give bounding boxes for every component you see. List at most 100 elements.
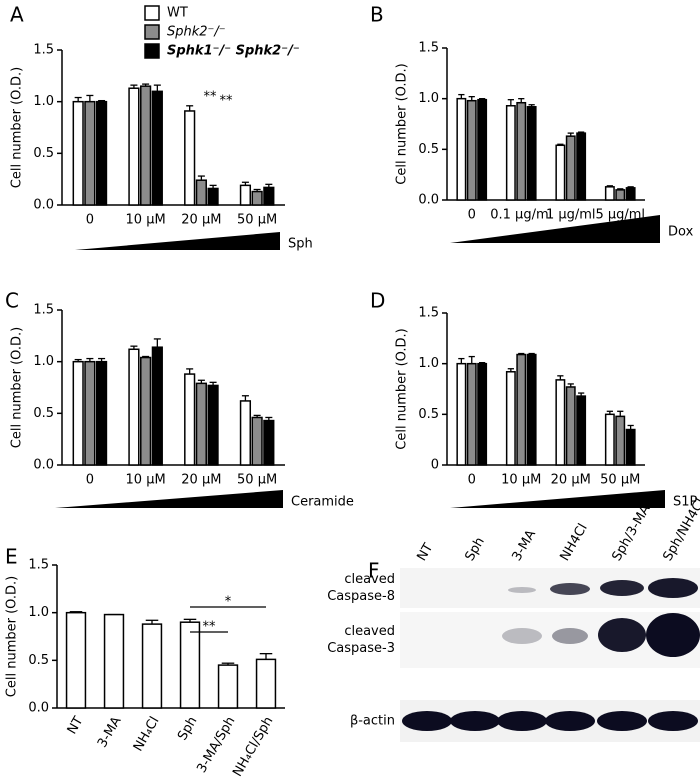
bar (555, 144, 566, 201)
bar (526, 353, 537, 466)
row-label: Caspase-8 (327, 589, 395, 604)
bar (555, 379, 566, 466)
y-axis-label: Cell number (O.D.) (395, 328, 410, 449)
x-tick-label: 50 μM (600, 473, 640, 488)
panel-label: A (10, 3, 24, 27)
y-tick-label: 1.0 (33, 354, 54, 369)
bar (466, 362, 477, 466)
bar (456, 97, 467, 201)
panel-label: E (5, 545, 18, 569)
lane-label: Sph (463, 535, 488, 564)
bar (184, 110, 196, 206)
y-tick-label: 0.5 (33, 406, 54, 421)
significance: ** (220, 94, 234, 109)
y-tick-label: 1.5 (418, 306, 439, 321)
y-axis-label: Cell number (O.D.) (5, 576, 20, 697)
y-tick-label: 0.0 (33, 198, 54, 213)
bar (505, 105, 516, 201)
lane-label: NH4Cl (558, 521, 591, 564)
x-tick-label: 0 (468, 208, 476, 223)
bar (263, 419, 275, 466)
bar (195, 382, 207, 466)
y-tick-label: 0.5 (418, 142, 439, 157)
dose-wedge (75, 232, 280, 250)
x-tick-label: 1 μg/ml (546, 208, 596, 223)
bar (184, 373, 196, 466)
bar (151, 346, 163, 466)
bar (565, 386, 576, 466)
row-label: β-actin (350, 714, 395, 729)
y-tick-label: 1.5 (418, 41, 439, 56)
x-tick-label: NT (65, 714, 87, 737)
bar (604, 413, 615, 466)
y-tick-label: 0 (431, 458, 439, 473)
lane-label: Sph/3-MA (610, 502, 654, 563)
y-axis-label: Cell number (O.D.) (10, 327, 25, 448)
y-axis-label: Cell number (O.D.) (395, 63, 410, 184)
legend-label: Sphk1⁻/⁻ Sphk2⁻/⁻ (167, 44, 300, 59)
bar (466, 99, 477, 201)
bar (239, 184, 252, 206)
bar (140, 356, 152, 466)
bar (625, 187, 636, 201)
bar (625, 428, 636, 466)
bar (128, 87, 140, 206)
y-tick-label: 0.0 (33, 458, 54, 473)
bar (207, 384, 219, 466)
legend-label: WT (167, 6, 188, 21)
significance: ** (203, 620, 217, 635)
x-tick-label: 20 μM (181, 213, 221, 228)
x-tick-label: 50 μM (237, 213, 277, 228)
y-tick-label: 1.0 (418, 91, 439, 106)
bar (477, 98, 488, 201)
y-tick-label: 0.0 (418, 193, 439, 208)
bar (239, 400, 252, 466)
bar (565, 135, 576, 201)
blot-bands (402, 578, 700, 731)
bar (251, 190, 263, 206)
x-axis-label: S1P (673, 495, 698, 510)
panel-label: D (370, 289, 385, 313)
x-tick-label: 50 μM (237, 473, 277, 488)
bar (140, 85, 152, 206)
bar (251, 416, 263, 466)
x-tick-label: 20 μM (181, 473, 221, 488)
bar (103, 613, 125, 709)
x-tick-label: 0 (86, 473, 94, 488)
bar (456, 362, 467, 466)
x-axis-label: Ceramide (291, 495, 354, 510)
bar (477, 362, 488, 466)
x-tick-label: Sph (175, 714, 200, 743)
dose-wedge (450, 490, 665, 508)
bar (576, 132, 587, 201)
bar (576, 395, 587, 466)
bar (255, 658, 277, 709)
y-tick-label: 0.5 (418, 407, 439, 422)
y-tick-label: 1.0 (33, 94, 54, 109)
x-tick-label: 3-MA/Sph (194, 714, 238, 775)
dose-wedge (55, 490, 283, 508)
significance: ** (204, 90, 218, 105)
panel-label: F (368, 559, 380, 583)
dose-wedge (450, 215, 660, 243)
bar (179, 621, 201, 709)
y-tick-label: 1.5 (33, 303, 54, 318)
bar (141, 623, 163, 709)
bar (72, 100, 84, 206)
blot-background (400, 568, 700, 742)
bar (516, 101, 527, 201)
legend-label: Sphk2⁻/⁻ (167, 25, 226, 40)
bar (84, 100, 96, 206)
bar (207, 187, 219, 206)
bar (195, 179, 207, 206)
bar (615, 415, 626, 466)
x-tick-label: 0 (86, 213, 94, 228)
bar (95, 360, 108, 466)
bar (516, 353, 527, 466)
y-tick-label: 0.5 (28, 653, 49, 668)
x-tick-label: 3-MA (95, 714, 125, 750)
panel-label: C (5, 289, 19, 313)
y-tick-label: 0.5 (33, 146, 54, 161)
x-tick-label: 0.1 μg/ml (490, 208, 552, 223)
